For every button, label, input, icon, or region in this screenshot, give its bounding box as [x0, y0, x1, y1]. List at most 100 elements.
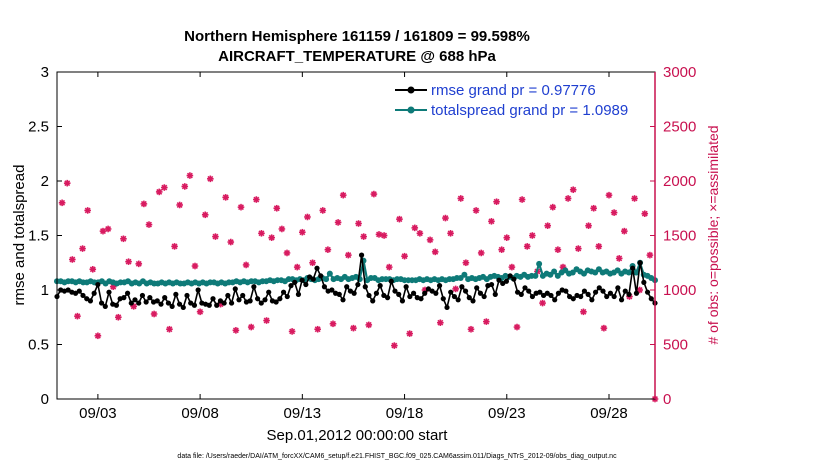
legend-rmse-label: rmse grand pr = 0.97776 — [431, 82, 596, 99]
obs-marker-stroke — [192, 263, 198, 269]
obs-marker-stroke — [575, 245, 582, 252]
obs-marker-stroke — [360, 233, 367, 240]
obs-assimilated-point — [518, 196, 526, 203]
legend-rmse-marker — [407, 86, 415, 94]
obs-marker-stroke — [135, 260, 142, 267]
obs-marker-stroke — [248, 324, 255, 331]
rmse-series — [54, 252, 658, 311]
obs-marker-stroke — [411, 224, 418, 231]
rmse-point — [407, 293, 413, 300]
obs-marker-stroke — [171, 243, 178, 250]
obs-marker-stroke — [278, 225, 285, 232]
obs-assimilated-point — [426, 236, 434, 244]
obs-marker-stroke — [243, 261, 250, 268]
obs-marker-stroke — [130, 303, 137, 310]
rmse-point — [351, 290, 357, 296]
obs-assimilated-point — [472, 207, 480, 214]
rmse-point — [240, 292, 246, 299]
totalspread-point — [633, 269, 640, 276]
rmse-point — [370, 298, 376, 304]
obs-assimilated-point — [309, 259, 316, 267]
obs-assimilated-point — [595, 243, 603, 250]
obs-marker-stroke — [570, 186, 577, 193]
rmse-point — [630, 265, 636, 271]
y-right-tick-label: 3000 — [663, 64, 696, 81]
rmse-point — [633, 290, 640, 296]
rmse-point — [503, 278, 510, 284]
rmse-point — [552, 297, 558, 303]
obs-marker-stroke — [590, 205, 597, 212]
rmse-point — [206, 302, 212, 308]
obs-marker-stroke — [524, 243, 531, 250]
obs-marker-stroke — [631, 195, 638, 202]
obs-marker-stroke — [146, 221, 152, 228]
obs-marker-stroke — [600, 325, 607, 332]
obs-marker-stroke — [345, 252, 352, 259]
rmse-point — [384, 295, 391, 301]
obs-marker-stroke — [621, 228, 628, 235]
y-axis-right-label: # of obs: o=possible; ×=assimilated — [705, 125, 721, 344]
series-lines — [54, 252, 658, 311]
obs-marker-stroke — [335, 219, 342, 226]
obs-marker-stroke — [289, 328, 296, 335]
obs-assimilated-point — [391, 342, 398, 349]
rmse-point — [295, 291, 302, 297]
rmse-point — [481, 293, 487, 300]
obs-assimilated-point — [196, 308, 204, 316]
rmse-point — [195, 287, 201, 293]
rmse-point — [132, 297, 138, 303]
rmse-point — [589, 297, 595, 303]
obs-assimilated-point — [212, 233, 219, 240]
obs-marker-stroke — [549, 204, 556, 211]
obs-assimilated-point — [58, 199, 66, 207]
rmse-point — [247, 298, 253, 304]
x-tick-label: 09/08 — [181, 405, 219, 422]
obs-assimilated-point — [207, 175, 214, 183]
obs-assimilated-point — [135, 260, 143, 268]
obs-marker-stroke — [585, 222, 592, 229]
rmse-point — [626, 291, 632, 297]
rmse-point — [76, 288, 82, 294]
obs-assimilated-point — [360, 233, 367, 240]
y-tick-label: 0.5 — [28, 337, 49, 354]
rmse-point — [143, 299, 149, 305]
obs-assimilated-point — [319, 207, 327, 214]
obs-assimilated-point — [544, 222, 551, 229]
rmse-point — [310, 276, 316, 282]
rmse-point — [121, 295, 127, 301]
totalspread-point — [326, 270, 333, 277]
obs-assimilated-point — [401, 252, 408, 260]
rmse-point — [477, 290, 484, 296]
legend-spread-label: totalspread grand pr = 1.0989 — [431, 102, 628, 119]
totalspread-point — [536, 260, 543, 267]
rmse-point — [228, 300, 235, 306]
y-right-tick-label: 1500 — [663, 228, 696, 245]
y-right-tick-label: 0 — [663, 391, 671, 408]
obs-marker-stroke — [120, 235, 127, 242]
obs-assimilated-point — [447, 230, 454, 237]
obs-marker-stroke — [212, 233, 219, 240]
rmse-point — [277, 296, 283, 302]
obs-marker-stroke — [478, 249, 485, 256]
obs-marker-stroke — [284, 249, 290, 256]
rmse-point — [641, 279, 647, 285]
obs-assimilated-point — [263, 317, 270, 324]
rmse-point — [102, 303, 108, 309]
rmse-point — [611, 293, 617, 300]
obs-marker-stroke — [253, 196, 260, 203]
obs-assimilated-point — [293, 263, 301, 271]
obs-marker-stroke — [166, 326, 173, 333]
obs-assimilated-point — [508, 263, 516, 271]
obs-assimilated-point — [278, 225, 286, 233]
obs-assimilated-point — [631, 195, 638, 202]
obs-marker-stroke — [319, 207, 326, 214]
obs-marker-stroke — [519, 196, 526, 203]
obs-assimilated-point — [375, 231, 383, 238]
rmse-point — [262, 297, 268, 303]
obs-assimilated-point — [125, 258, 132, 265]
rmse-point — [165, 300, 172, 306]
obs-assimilated-point — [201, 211, 209, 219]
obs-assimilated-point — [161, 184, 168, 191]
obs-marker-stroke — [370, 191, 377, 198]
x-tick-label: 09/03 — [79, 405, 117, 422]
